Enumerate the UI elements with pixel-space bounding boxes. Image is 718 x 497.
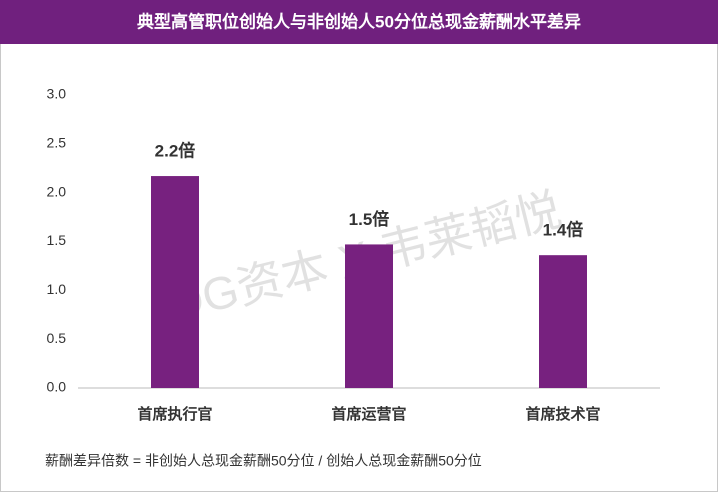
data-label: 1.4倍 (543, 220, 584, 240)
title-bar (0, 0, 718, 44)
x-tick-label: 首席执行官 (137, 405, 212, 423)
x-tick-label: 首席运营官 (331, 405, 406, 423)
data-label: 1.5倍 (349, 209, 390, 229)
y-tick-label: 0.5 (47, 330, 67, 346)
y-tick-label: 0.0 (47, 379, 67, 395)
y-tick-label: 1.5 (47, 232, 67, 248)
bar (539, 255, 587, 388)
bar (345, 244, 393, 388)
data-label: 2.2倍 (155, 141, 196, 161)
bar (151, 176, 199, 388)
y-tick-label: 2.5 (47, 135, 67, 151)
footnote: 薪酬差异倍数 = 非创始人总现金薪酬50分位 / 创始人总现金薪酬50分位 (45, 453, 482, 469)
chart-title: 典型高管职位创始人与非创始人50分位总现金薪酬水平差异 (137, 11, 581, 31)
x-tick-label: 首席技术官 (525, 405, 600, 423)
y-tick-label: 3.0 (47, 86, 67, 102)
y-tick-label: 2.0 (47, 183, 67, 199)
y-tick-label: 1.0 (47, 281, 67, 297)
